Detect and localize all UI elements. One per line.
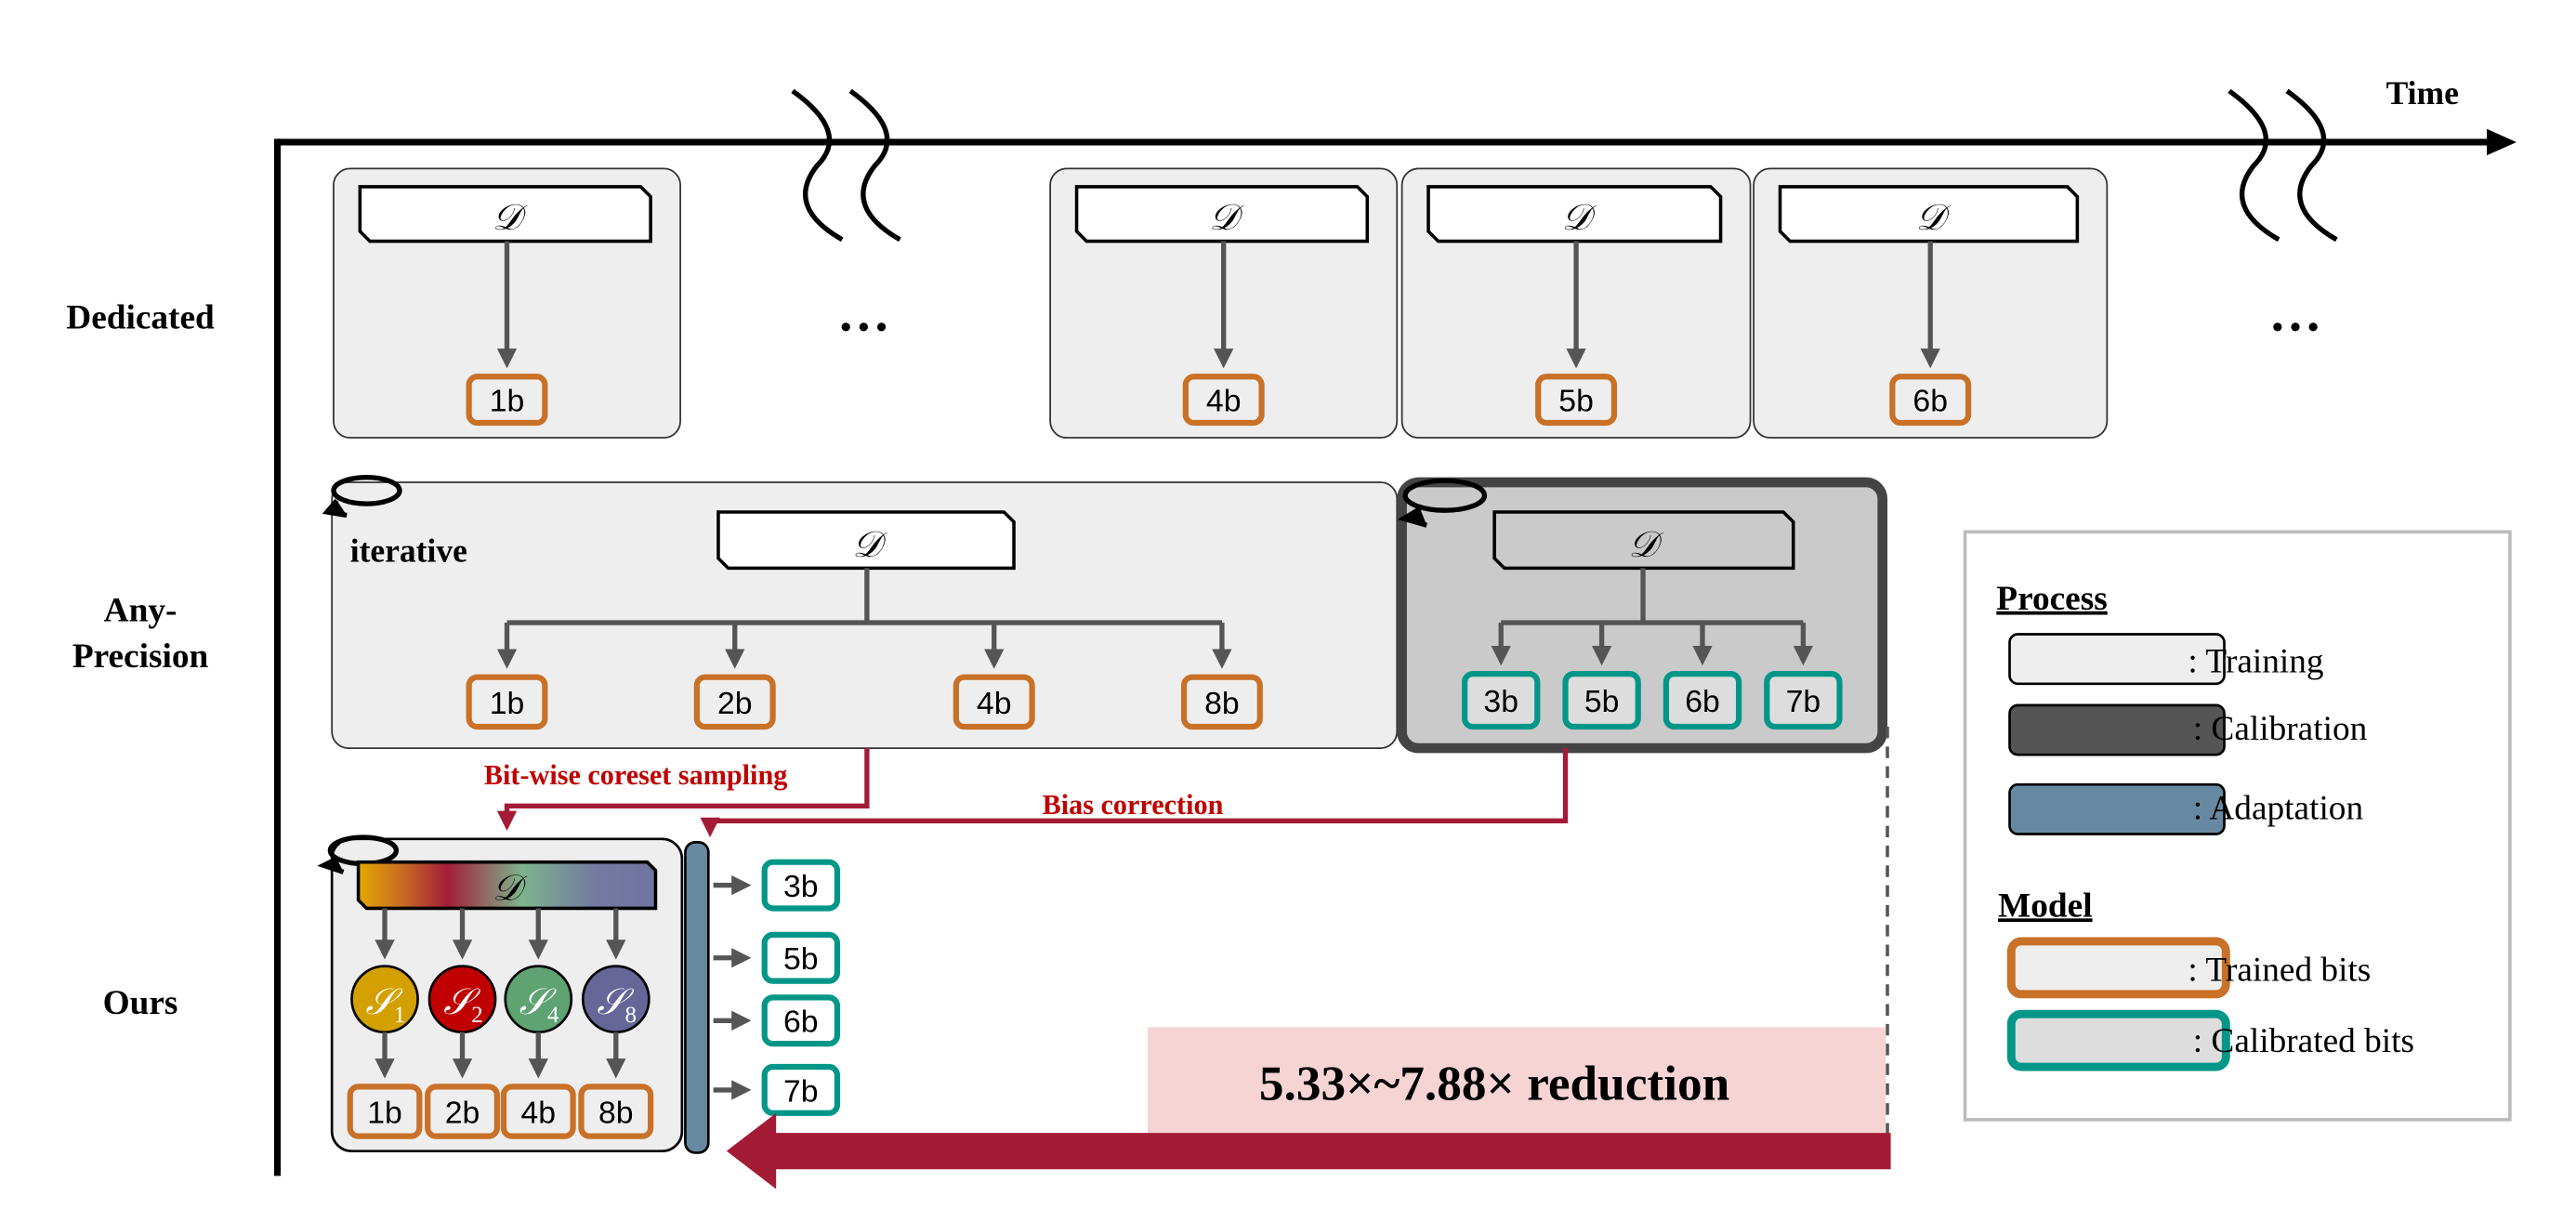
model-label: 6b	[1685, 684, 1720, 719]
model-box: 4b	[500, 1084, 576, 1139]
legend-training: : Training	[2188, 642, 2323, 680]
rotate-icon	[322, 475, 402, 519]
reduction-arrow	[726, 1112, 1891, 1189]
model-box: 1b	[466, 374, 548, 427]
row-label-any-precision-2: Precision	[72, 637, 209, 676]
bias-arrow	[700, 748, 1569, 838]
row-label-ours: Ours	[103, 984, 178, 1022]
model-label: 2b	[445, 1095, 480, 1130]
model-label: 5b	[1584, 684, 1620, 719]
dedicated-training-box: 𝒟1b	[333, 167, 681, 439]
model-box: 6b	[761, 994, 841, 1047]
model-label: 2b	[717, 686, 753, 721]
model-label: 8b	[1204, 686, 1240, 721]
legend-adaptation-swatch	[2008, 782, 2226, 835]
model-label: 8b	[598, 1095, 634, 1130]
dedicated-training-box: 𝒟6b	[1753, 167, 2109, 439]
model-label: 5b	[783, 941, 819, 977]
model-label: 7b	[1786, 684, 1821, 719]
legend: Process : Training : Calibration : Adapt…	[1963, 530, 2512, 1122]
model-box: 5b	[761, 931, 841, 984]
model-label: 7b	[783, 1073, 819, 1109]
dedicated-training-box: 𝒟5b	[1400, 167, 1752, 439]
axis-break-right	[2228, 88, 2338, 243]
dataset-bar	[358, 185, 652, 243]
legend-adaptation: : Adaptation	[2193, 789, 2364, 827]
calibration-box: 𝒟 3b 5b 6b 7b	[1397, 477, 1888, 754]
rotate-icon	[1397, 478, 1488, 528]
legend-training-swatch	[2008, 633, 2226, 686]
ellipsis: …	[2268, 284, 2321, 343]
dataset-bar	[1074, 185, 1370, 243]
dataset-bar	[1778, 185, 2080, 243]
model-box: 4b	[953, 674, 1035, 730]
model-box: 2b	[425, 1084, 500, 1139]
model-box: 8b	[578, 1084, 654, 1139]
legend-calibration: : Calibration	[2193, 710, 2368, 748]
subset-index: 8	[625, 1003, 637, 1028]
legend-calibration-swatch	[2008, 703, 2226, 756]
ellipsis: …	[837, 284, 890, 343]
legend-process-title: Process	[1996, 580, 2107, 618]
any-precision-training-box: iterative 𝒟 1b 2b 4b 8b	[322, 475, 1399, 749]
adaptation-bar	[684, 841, 710, 1154]
legend-trained-swatch	[2006, 937, 2230, 999]
model-box: 7b	[1764, 671, 1843, 730]
dedicated-training-box: 𝒟4b	[1049, 167, 1399, 439]
legend-model-title: Model	[1998, 887, 2093, 925]
subset-index: 2	[471, 1003, 482, 1028]
model-label: 6b	[783, 1005, 819, 1040]
model-label: 4b	[1206, 384, 1242, 419]
model-box: 5b	[1562, 671, 1641, 730]
coreset-label: Bit-wise coreset sampling	[484, 759, 787, 791]
time-axis: Time	[273, 74, 2517, 1176]
model-box: 4b	[1182, 374, 1265, 427]
model-box: 5b	[1535, 374, 1618, 427]
model-box: 7b	[761, 1063, 841, 1116]
dataset-bar	[1492, 510, 1795, 571]
dataset-gradient-bar	[356, 860, 658, 911]
subset-index: 1	[394, 1003, 405, 1028]
dataset-bar	[716, 510, 1016, 571]
model-label: 3b	[783, 869, 819, 904]
legend-trained: : Trained bits	[2188, 952, 2371, 990]
reduction-label: 5.33×~7.88× reduction	[1259, 1057, 1729, 1111]
legend-calibrated: : Calibrated bits	[2193, 1022, 2414, 1060]
row-label-any-precision-1: Any-	[104, 591, 177, 629]
model-label: 1b	[490, 686, 525, 721]
iterative-label: iterative	[350, 532, 467, 569]
model-box: 6b	[1663, 671, 1742, 730]
model-box: 3b	[761, 859, 841, 912]
legend-calibrated-swatch	[2006, 1009, 2230, 1071]
model-box: 1b	[466, 674, 548, 730]
time-axis-label: Time	[2386, 74, 2459, 112]
subset-index: 4	[547, 1003, 559, 1028]
coreset-arrow	[496, 748, 870, 831]
model-label: 4b	[977, 686, 1012, 721]
model-box: 1b	[347, 1084, 423, 1139]
model-box: 8b	[1180, 674, 1263, 730]
bias-label: Bias correction	[1043, 789, 1224, 821]
model-box: 2b	[693, 674, 776, 730]
model-box: 3b	[1462, 671, 1541, 730]
model-label: 1b	[367, 1095, 402, 1130]
row-label-dedicated: Dedicated	[66, 299, 215, 337]
model-label: 1b	[490, 384, 525, 419]
model-label: 6b	[1912, 384, 1948, 419]
model-label: 4b	[521, 1095, 557, 1130]
dataset-bar	[1426, 185, 1723, 243]
model-box: 6b	[1889, 374, 1972, 427]
model-label: 5b	[1558, 384, 1594, 419]
reduction-highlight	[1147, 1027, 1886, 1134]
model-label: 3b	[1483, 684, 1518, 719]
axis-break-left	[791, 88, 901, 243]
